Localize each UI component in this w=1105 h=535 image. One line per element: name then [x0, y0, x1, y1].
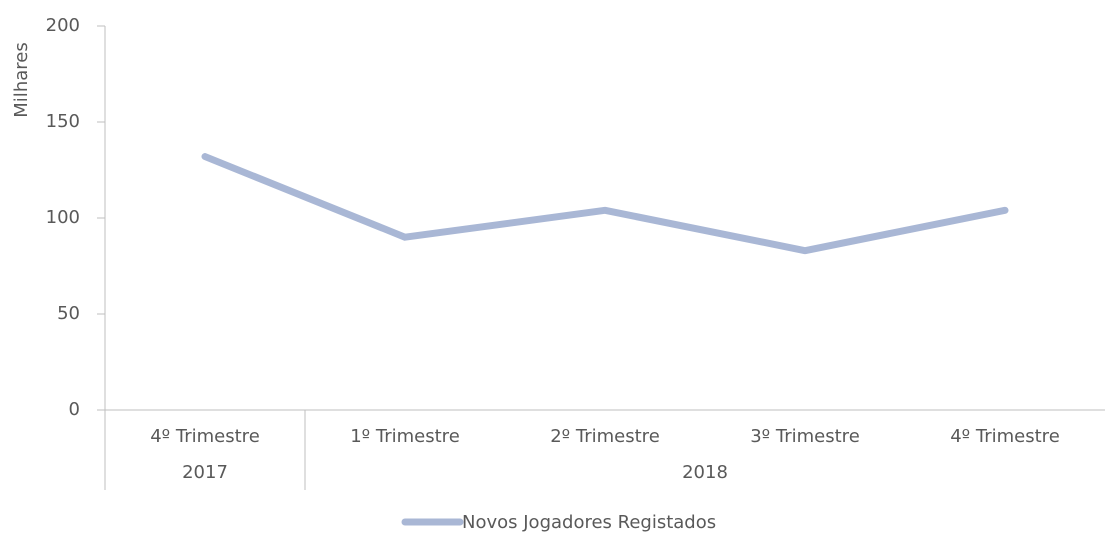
y-tick-label: 50: [57, 303, 80, 324]
line-series: [201, 153, 1009, 255]
x-tick-label: 4º Trimestre: [150, 426, 260, 447]
legend-label: Novos Jogadores Registados: [462, 512, 716, 533]
group-label: 2017: [182, 462, 228, 483]
x-tick-label: 4º Trimestre: [950, 426, 1060, 447]
group-label: 2018: [682, 462, 728, 483]
y-tick-label: 150: [46, 111, 80, 132]
y-tick-label: 100: [46, 207, 80, 228]
y-tick-label: 0: [69, 399, 80, 420]
y-axis-label: Milhares: [11, 42, 32, 117]
y-tick-label: 200: [46, 15, 80, 36]
x-tick-label: 2º Trimestre: [550, 426, 660, 447]
x-tick-label: 1º Trimestre: [350, 426, 460, 447]
x-tick-label: 3º Trimestre: [750, 426, 860, 447]
